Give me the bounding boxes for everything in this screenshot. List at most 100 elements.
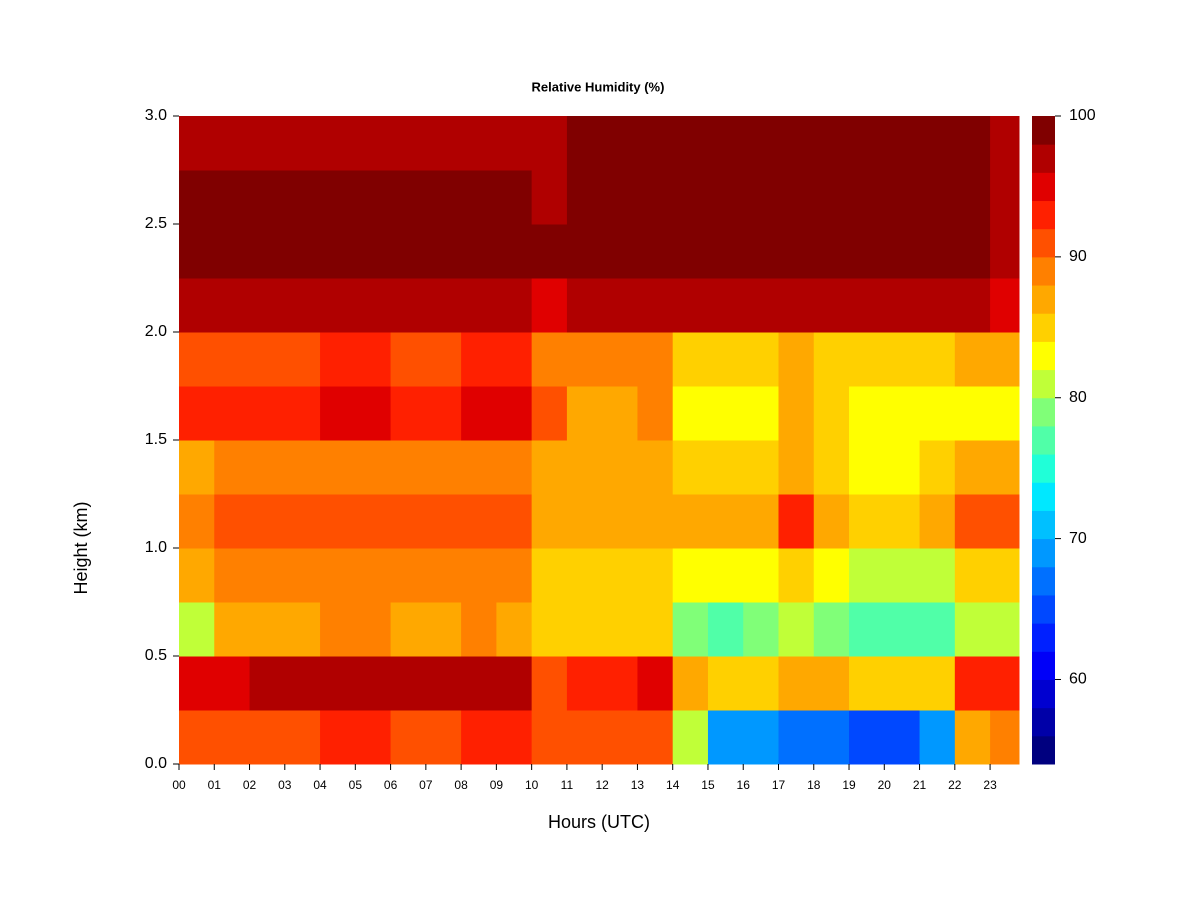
heat-cell [179,440,215,495]
heat-cell [954,278,991,333]
heat-cell [672,386,709,441]
heat-cell [849,494,885,549]
heat-cell [355,656,392,711]
colorbar-band [1032,651,1055,680]
heat-cell [954,602,991,657]
heat-cell [425,494,462,549]
heat-cell [284,656,321,711]
heat-cell [637,494,674,549]
y-tick-label: 2.5 [145,215,167,232]
heat-cell [566,548,603,603]
heat-cell [284,710,321,765]
heat-cell [461,278,497,333]
heat-cell [461,170,497,225]
x-tick-label: 08 [454,778,468,792]
heat-cell [566,332,603,387]
x-tick-label: 03 [278,778,292,792]
heat-cell [531,656,568,711]
heat-cell [602,656,638,711]
heat-cell [461,602,497,657]
heat-cell [743,710,779,765]
heat-cell [778,548,815,603]
heat-cell [990,170,1020,225]
heat-cell [954,548,991,603]
y-tick-label: 2.0 [145,323,167,340]
heat-cell [672,224,709,279]
heat-cell [531,278,568,333]
heat-cell [284,386,321,441]
heat-cell [637,548,674,603]
heat-cell [249,710,286,765]
heat-cell [602,440,638,495]
heat-cell [707,656,744,711]
heat-cell [390,170,427,225]
heat-cell [672,548,709,603]
heat-cell [884,278,921,333]
heat-cell [637,224,674,279]
heat-cell [461,440,497,495]
heat-cell [884,170,921,225]
heat-cell [884,386,921,441]
heat-cell [320,656,356,711]
heat-cell [461,224,497,279]
heat-cell [214,656,251,711]
heat-cell [672,278,709,333]
heat-cell [531,116,568,171]
heat-cell [179,602,215,657]
heat-cell [990,278,1020,333]
heat-cell [355,224,392,279]
y-axis-label: Height (km) [71,501,91,594]
x-axis-label: Hours (UTC) [548,812,650,832]
heat-cell [390,602,427,657]
heat-cell [425,656,462,711]
heat-cell [813,440,850,495]
heat-cell [214,170,251,225]
heat-cell [425,602,462,657]
colorbar-band [1032,200,1055,230]
heat-cell [884,494,921,549]
heat-cell [778,278,815,333]
heat-cell [214,386,251,441]
heat-cell [743,332,779,387]
heat-cell [778,332,815,387]
heat-cell [849,440,885,495]
heat-cell [849,710,885,765]
heat-cell [320,548,356,603]
heat-cell [531,170,568,225]
x-tick-label: 13 [631,778,645,792]
heat-cell [884,224,921,279]
heat-cell [672,656,709,711]
heat-cell [320,710,356,765]
heat-cell [390,656,427,711]
heat-cell [849,386,885,441]
heat-cell [179,278,215,333]
heat-cell [355,278,392,333]
x-tick-label: 19 [842,778,856,792]
heat-cell [849,170,885,225]
heat-cell [990,440,1020,495]
heat-cell [813,494,850,549]
heat-cell [919,278,956,333]
heat-cell [707,710,744,765]
heat-cell [355,710,392,765]
x-tick-label: 07 [419,778,433,792]
heat-cell [672,602,709,657]
colorbar-band [1032,369,1055,399]
heat-cell [743,386,779,441]
heatmap [179,116,1020,765]
heat-cell [284,278,321,333]
heat-cell [531,224,568,279]
heat-cell [849,116,885,171]
heat-cell [743,116,779,171]
heat-cell [249,602,286,657]
colorbar-band [1032,256,1055,286]
heat-cell [566,440,603,495]
heat-cell [672,170,709,225]
heat-cell [743,170,779,225]
heat-cell [461,548,497,603]
heat-cell [214,710,251,765]
colorbar-band [1032,144,1055,173]
x-tick-label: 05 [349,778,363,792]
heat-cell [425,170,462,225]
heat-cell [214,224,251,279]
